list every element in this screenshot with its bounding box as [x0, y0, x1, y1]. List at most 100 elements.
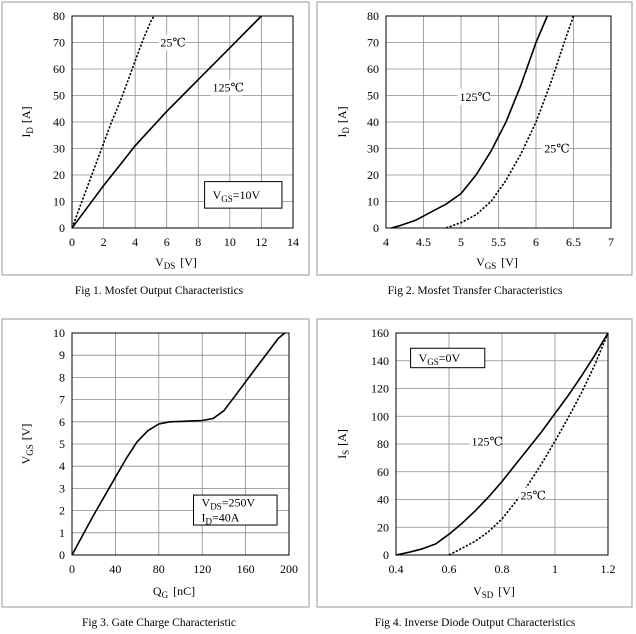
y-tick-label: 40	[367, 115, 379, 129]
y-tick-label: 60	[53, 62, 65, 76]
y-tick-label: 7	[59, 393, 65, 407]
y-tick-label: 160	[371, 326, 389, 340]
figure-caption: Fig 1. Mosfet Output Characteristics	[75, 285, 244, 297]
y-tick-label: 80	[377, 437, 389, 451]
chart-frame	[1, 1, 310, 276]
x-tick-label: 14	[287, 235, 299, 249]
x-tick-label: 7	[608, 235, 614, 249]
y-tick-label: 50	[53, 89, 65, 103]
annotation-bg	[158, 34, 183, 51]
y-tick-label: 80	[367, 9, 379, 23]
y-tick-label: 20	[53, 168, 65, 182]
x-tick-label: 5.5	[491, 235, 506, 249]
y-tick-label: 9	[59, 348, 65, 362]
x-axis-label: VDS [V]	[155, 255, 197, 271]
x-axis-label: VSD [V]	[473, 584, 515, 600]
y-axis-label: VGS[V]	[19, 424, 35, 465]
x-tick-label: 5	[458, 235, 464, 249]
x-axis-label: VGS [V]	[476, 255, 518, 271]
x-tick-label: 6	[533, 235, 539, 249]
y-tick-label: 1	[59, 526, 65, 540]
x-tick-label: 6	[164, 235, 170, 249]
x-tick-label: 4	[383, 235, 389, 249]
figure-caption: Fig 4. Inverse Diode Output Characterist…	[375, 617, 576, 629]
series-line-1	[391, 15, 549, 229]
y-tick-label: 70	[367, 36, 379, 50]
x-tick-label: 2	[101, 235, 107, 249]
x-tick-label: 40	[109, 562, 121, 576]
y-axis-label: ID[A]	[335, 106, 351, 137]
plot-border	[385, 15, 612, 229]
y-tick-label: 120	[371, 382, 389, 396]
annotation-bg	[542, 140, 567, 157]
x-tick-label: 80	[153, 562, 165, 576]
x-tick-label: 6.5	[566, 235, 581, 249]
x-tick-label: 10	[224, 235, 236, 249]
series-annotation: 125℃	[460, 90, 491, 104]
x-tick-label: 1	[552, 562, 558, 576]
y-tick-label: 50	[367, 89, 379, 103]
series-annotation: 25℃	[521, 489, 546, 503]
y-tick-label: 6	[59, 415, 65, 429]
y-tick-label: 4	[59, 459, 65, 473]
series-annotation: 25℃	[160, 35, 185, 49]
series-line-1	[71, 15, 155, 229]
series-line-2	[448, 332, 609, 556]
y-tick-label: 0	[59, 548, 65, 562]
y-tick-label: 70	[53, 36, 65, 50]
plot-border	[71, 332, 290, 556]
x-tick-label: 4.5	[416, 235, 431, 249]
chart-3: 0 40 80 120 160 200 0 1 2 3 4 5 6 7 8 9 10 QG [nC] VGS[V] VD…	[1, 318, 310, 608]
y-tick-label: 2	[59, 504, 65, 518]
x-tick-label: 120	[193, 562, 211, 576]
y-tick-label: 0	[383, 548, 389, 562]
x-tick-label: 0	[69, 235, 75, 249]
x-tick-label: 8	[195, 235, 201, 249]
x-tick-label: 0.8	[495, 562, 510, 576]
series-line-2	[71, 15, 262, 229]
condition-box	[193, 494, 278, 526]
x-tick-label: 0.4	[389, 562, 404, 576]
figure-caption: Fig 3. Gate Charge Characteristic	[82, 617, 236, 629]
y-axis-label: IS[A]	[335, 429, 351, 459]
x-tick-label: 12	[255, 235, 267, 249]
y-tick-label: 10	[53, 326, 65, 340]
y-tick-label: 40	[53, 115, 65, 129]
condition-box	[204, 181, 283, 209]
annotation-bg	[469, 433, 501, 450]
y-tick-label: 140	[371, 354, 389, 368]
series-line-1	[71, 332, 286, 556]
x-tick-label: 0	[69, 562, 75, 576]
y-tick-label: 8	[59, 370, 65, 384]
figure-caption: Fig 2. Mosfet Transfer Characteristics	[388, 285, 563, 297]
series-annotation: 125℃	[212, 81, 243, 95]
y-tick-label: 80	[53, 9, 65, 23]
series-line-1	[395, 332, 609, 556]
chart-frame	[316, 1, 633, 276]
condition-text: ID=40A	[202, 511, 240, 527]
y-tick-label: 40	[377, 493, 389, 507]
chart-1: 0 2 4 6 8 10 12 14 0 10 20 30 40 50 60 70 80 VDS [V] ID[A] 2…	[1, 1, 310, 276]
series-annotation: 125℃	[472, 434, 503, 448]
y-tick-label: 10	[53, 195, 65, 209]
x-tick-label: 160	[237, 562, 255, 576]
x-tick-label: 200	[280, 562, 298, 576]
annotation-bg	[210, 79, 242, 96]
condition-text: VGS=0V	[419, 351, 461, 367]
plot-border	[395, 332, 609, 556]
y-tick-label: 5	[59, 437, 65, 451]
x-axis-label: QG [nC]	[153, 584, 195, 600]
x-tick-label: 0.6	[442, 562, 457, 576]
chart-frame	[1, 318, 310, 608]
annotation-bg	[518, 487, 543, 504]
y-axis-label: ID[A]	[19, 106, 35, 137]
y-tick-label: 0	[373, 221, 379, 235]
y-tick-label: 0	[59, 221, 65, 235]
y-tick-label: 60	[367, 62, 379, 76]
chart-4: 0.4 0.6 0.8 1 1.2 0 20 40 60 80 100 120 140 160 VSD [V]…	[316, 318, 633, 608]
x-tick-label: 4	[132, 235, 138, 249]
plot-border	[71, 15, 294, 229]
annotation-bg	[457, 88, 489, 105]
